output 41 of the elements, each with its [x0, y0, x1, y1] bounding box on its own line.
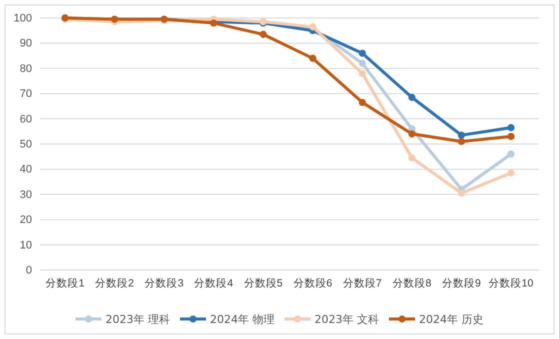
legend-label: 2024年 物理: [210, 312, 274, 326]
legend-label: 2023年 理科: [106, 312, 170, 326]
y-tick-label: 80: [20, 62, 32, 75]
y-tick-label: 100: [14, 12, 32, 25]
point: [507, 124, 515, 132]
x-tick-label: 分数段10: [488, 277, 534, 290]
x-tick-label: 分数段3: [144, 277, 184, 290]
y-tick-label: 70: [20, 88, 32, 100]
point: [408, 130, 416, 138]
x-tick-label: 分数段6: [293, 277, 332, 290]
y-tick-label: 30: [20, 188, 32, 201]
point: [458, 132, 466, 139]
point: [458, 138, 466, 146]
x-tick-label: 分数段8: [392, 277, 432, 290]
point: [408, 154, 416, 162]
y-tick-label: 0: [26, 264, 32, 277]
legend-label: 2024年 历史: [419, 312, 484, 326]
x-tick-label: 分数段9: [442, 277, 482, 290]
point: [358, 98, 366, 106]
point: [507, 132, 515, 140]
y-tick-label: 40: [20, 164, 32, 176]
x-tick-label: 分数段7: [342, 277, 382, 290]
point: [408, 94, 416, 101]
point: [507, 150, 515, 158]
x-tick-label: 分数段1: [46, 277, 85, 290]
y-tick-label: 20: [20, 214, 32, 226]
point: [260, 30, 267, 38]
y-tick-label: 50: [20, 138, 32, 151]
x-tick-label: 分数段4: [194, 277, 234, 290]
x-tick-label: 分数段5: [244, 277, 283, 290]
point: [309, 54, 316, 62]
point: [458, 190, 466, 197]
point: [358, 70, 366, 77]
x-tick-label: 分数段2: [95, 277, 134, 290]
y-tick-label: 10: [20, 239, 32, 252]
point: [358, 50, 366, 57]
y-tick-label: 60: [20, 113, 32, 126]
legend-label: 2023年 文科: [314, 312, 379, 326]
point: [358, 60, 366, 67]
y-tick-label: 90: [20, 38, 32, 50]
point: [507, 169, 515, 177]
